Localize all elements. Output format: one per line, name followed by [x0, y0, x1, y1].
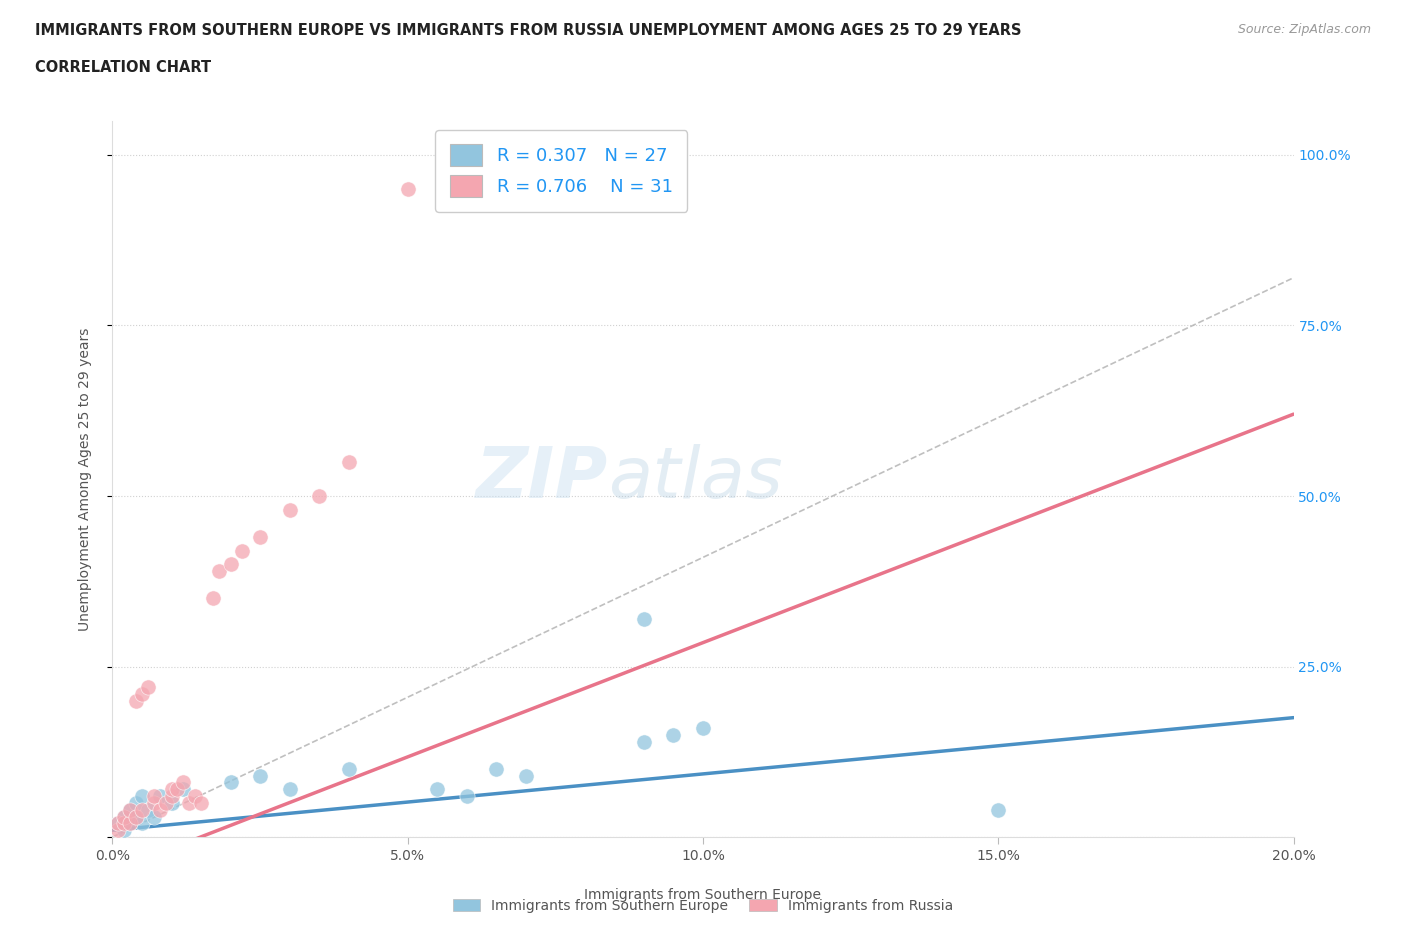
Point	[112, 809, 135, 824]
Point	[125, 809, 148, 824]
Text: Source: ZipAtlas.com: Source: ZipAtlas.com	[1237, 23, 1371, 36]
Point	[396, 181, 419, 196]
Point	[149, 789, 172, 804]
Point	[120, 803, 142, 817]
Point	[426, 782, 449, 797]
Point	[160, 782, 183, 797]
Point	[633, 611, 655, 626]
Text: CORRELATION CHART: CORRELATION CHART	[35, 60, 211, 75]
Point	[136, 680, 159, 695]
Point	[125, 693, 148, 708]
Text: ZIP: ZIP	[477, 445, 609, 513]
Point	[131, 803, 153, 817]
Point	[160, 795, 183, 810]
Point	[166, 782, 188, 797]
Point	[456, 789, 478, 804]
Point	[112, 823, 135, 838]
Point	[142, 795, 165, 810]
Point	[172, 775, 194, 790]
Point	[249, 529, 271, 544]
Text: IMMIGRANTS FROM SOUTHERN EUROPE VS IMMIGRANTS FROM RUSSIA UNEMPLOYMENT AMONG AGE: IMMIGRANTS FROM SOUTHERN EUROPE VS IMMIG…	[35, 23, 1022, 38]
Point	[112, 809, 135, 824]
Point	[249, 768, 271, 783]
Y-axis label: Unemployment Among Ages 25 to 29 years: Unemployment Among Ages 25 to 29 years	[77, 327, 91, 631]
Point	[155, 795, 177, 810]
Point	[987, 803, 1010, 817]
Point	[337, 762, 360, 777]
Point	[136, 803, 159, 817]
Point	[107, 816, 129, 830]
Point	[120, 816, 142, 830]
Point	[208, 564, 231, 578]
Point	[515, 768, 537, 783]
Point	[308, 488, 330, 503]
Point	[278, 782, 301, 797]
Legend: Immigrants from Southern Europe, Immigrants from Russia: Immigrants from Southern Europe, Immigra…	[447, 894, 959, 919]
Text: Immigrants from Southern Europe: Immigrants from Southern Europe	[585, 888, 821, 902]
Point	[190, 795, 212, 810]
Point	[149, 803, 172, 817]
Point	[219, 557, 242, 572]
Point	[485, 762, 508, 777]
Point	[125, 809, 148, 824]
Point	[131, 686, 153, 701]
Point	[172, 782, 194, 797]
Point	[131, 789, 153, 804]
Point	[179, 795, 201, 810]
Point	[125, 795, 148, 810]
Legend: R = 0.307   N = 27, R = 0.706    N = 31: R = 0.307 N = 27, R = 0.706 N = 31	[436, 130, 688, 212]
Point	[142, 809, 165, 824]
Point	[219, 775, 242, 790]
Point	[142, 789, 165, 804]
Point	[662, 727, 685, 742]
Point	[184, 789, 207, 804]
Point	[337, 455, 360, 470]
Point	[633, 734, 655, 749]
Point	[107, 816, 129, 830]
Point	[231, 543, 253, 558]
Text: atlas: atlas	[609, 445, 783, 513]
Point	[692, 721, 714, 736]
Point	[120, 803, 142, 817]
Point	[112, 816, 135, 830]
Point	[131, 816, 153, 830]
Point	[160, 789, 183, 804]
Point	[120, 816, 142, 830]
Point	[201, 591, 224, 605]
Point	[107, 823, 129, 838]
Point	[278, 502, 301, 517]
